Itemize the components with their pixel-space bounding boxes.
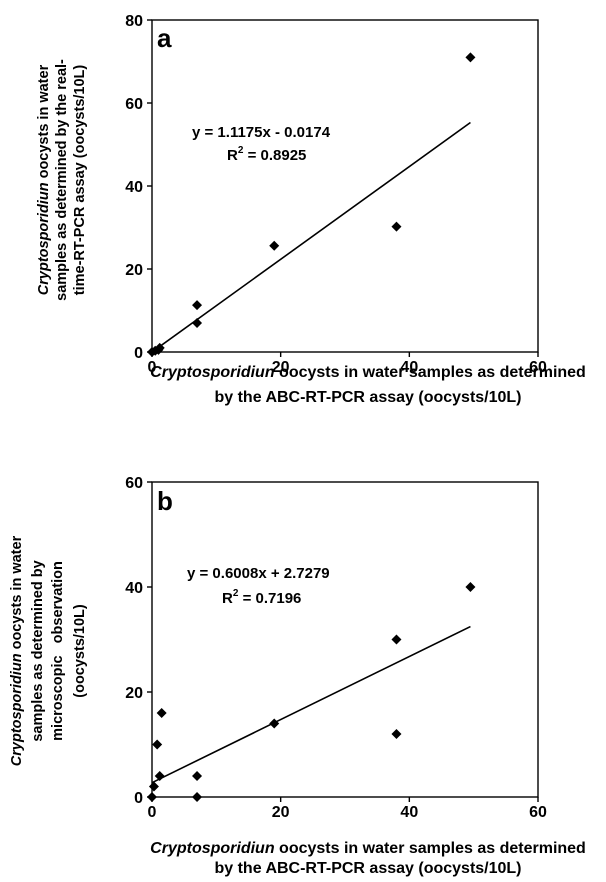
- chart-a-ylabel: Cryptosporidiun oocysts in water samples…: [36, 59, 88, 301]
- chart-b-x-tick-label: 60: [529, 804, 547, 821]
- chart-b-r2: R2 = 0.7196: [222, 588, 301, 607]
- chart-b-trendline-path: [151, 625, 471, 784]
- chart-a-r2: R2 = 0.8925: [227, 145, 306, 164]
- chart-a-x-tick-label: 20: [272, 359, 290, 376]
- chart-b-x-tick-label: 0: [148, 804, 157, 821]
- chart-panel-b: Cryptosporidiun oocysts in water samples…: [0, 438, 606, 877]
- chart-a-y-tick-label: 0: [134, 345, 143, 362]
- chart-a-y-tick-label: 40: [125, 179, 143, 196]
- chart-panel-a: Cryptosporidiun oocysts in water samples…: [0, 0, 606, 438]
- chart-b-points: [147, 582, 476, 802]
- chart-b-ylabel-line4: (oocysts/10L): [72, 604, 88, 698]
- chart-b-data-point: [147, 792, 157, 802]
- chart-a-axes: [151, 19, 539, 353]
- chart-b-plot-frame: [151, 481, 539, 798]
- chart-b-data-point: [152, 739, 163, 750]
- chart-a-trendline-path: [151, 121, 471, 353]
- chart-b-ylabel-line2: samples as determined by: [30, 560, 46, 741]
- chart-b-data-point: [269, 718, 280, 729]
- chart-a-ylabel-line3: time-RT-PCR assay (oocysts/10L): [72, 65, 88, 296]
- chart-a-data-point: [192, 317, 203, 328]
- chart-b-data-point: [391, 729, 402, 739]
- chart-a-data-point: [269, 240, 280, 251]
- chart-b-data-point: [192, 792, 203, 802]
- chart-a-data-point: [154, 342, 165, 353]
- chart-b-svg: Cryptosporidiun oocysts in water samples…: [9, 475, 586, 877]
- chart-a-plot-frame: [151, 19, 539, 353]
- chart-a-trendline: [151, 121, 471, 353]
- chart-b-ylabel: Cryptosporidiun oocysts in water samples…: [9, 535, 88, 766]
- chart-b-equation: y = 0.6008x + 2.7279: [187, 565, 330, 582]
- chart-b-ylabel-line3: microscopic observation: [50, 561, 66, 741]
- chart-a-panel-letter: a: [157, 23, 172, 53]
- chart-b-y-tick-label: 20: [125, 685, 143, 702]
- chart-b-data-point: [148, 781, 159, 792]
- chart-b-plot: 0 20 40 60 0 20 40 60: [125, 475, 547, 821]
- chart-a-y-tick-label: 80: [125, 13, 143, 30]
- chart-a-x-tick-label: 0: [148, 359, 157, 376]
- chart-a-y-tick-label: 60: [125, 96, 143, 113]
- chart-a-data-point: [391, 221, 402, 232]
- chart-a-data-point: [192, 300, 203, 311]
- chart-b-ticks: 0 20 40 60 0 20 40 60: [125, 475, 547, 821]
- chart-a-ylabel-line2: samples as determined by the real-: [54, 59, 70, 301]
- chart-a-ylabel-line1: Cryptosporidiun oocysts in water: [36, 64, 52, 295]
- chart-a-plot: 0 20 40 60 0 20 40 60 80: [125, 13, 547, 376]
- chart-a-x-tick-label: 40: [400, 359, 418, 376]
- chart-b-xlabel-line1: Cryptosporidiun oocysts in water samples…: [150, 840, 586, 857]
- chart-b-data-point: [154, 771, 165, 781]
- chart-a-xlabel-line2: by the ABC-RT-PCR assay (oocysts/10L): [214, 389, 521, 406]
- chart-a-xlabel-line1: Cryptosporidiun oocysts in water samples…: [150, 364, 586, 381]
- chart-b-axes: [151, 481, 539, 798]
- chart-b-data-point: [156, 708, 167, 718]
- chart-b-panel-letter: b: [157, 486, 173, 516]
- chart-b-trendline: [151, 625, 471, 784]
- chart-a-xlabel: Cryptosporidiun oocysts in water samples…: [150, 364, 586, 406]
- chart-b-x-tick-label: 20: [272, 804, 290, 821]
- chart-b-x-tick-label: 40: [400, 804, 418, 821]
- chart-a-svg: Cryptosporidiun oocysts in water samples…: [36, 13, 586, 406]
- chart-a-data-point: [465, 52, 476, 63]
- chart-b-y-tick-label: 40: [125, 580, 143, 597]
- chart-b-data-point: [391, 634, 402, 645]
- chart-b-y-tick-label: 0: [134, 790, 143, 807]
- chart-b-data-point: [192, 771, 203, 781]
- chart-b-y-tick-label: 60: [125, 475, 143, 492]
- chart-b-xlabel: Cryptosporidiun oocysts in water samples…: [150, 840, 586, 877]
- chart-a-x-tick-label: 60: [529, 359, 547, 376]
- chart-a-equation: y = 1.1175x - 0.0174: [192, 124, 331, 141]
- chart-b-ylabel-line1: Cryptosporidiun oocysts in water: [9, 535, 25, 766]
- chart-b-xlabel-line2: by the ABC-RT-PCR assay (oocysts/10L): [214, 860, 521, 877]
- chart-b-data-point: [465, 582, 476, 592]
- chart-a-points: [147, 52, 476, 357]
- chart-a-y-tick-label: 20: [125, 262, 143, 279]
- chart-a-ticks: 0 20 40 60 0 20 40 60 80: [125, 13, 547, 376]
